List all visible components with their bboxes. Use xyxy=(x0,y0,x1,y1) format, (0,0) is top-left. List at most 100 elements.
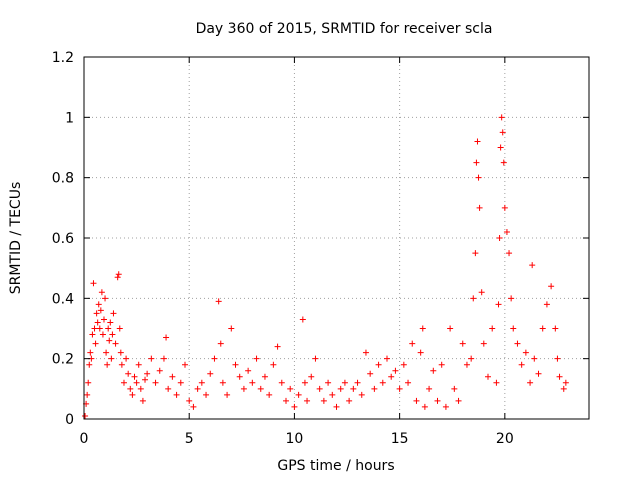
data-point xyxy=(127,385,134,392)
data-point xyxy=(82,412,89,419)
data-point xyxy=(215,298,222,305)
data-point xyxy=(249,379,256,386)
data-point xyxy=(270,361,277,368)
data-point xyxy=(518,361,525,368)
data-point xyxy=(459,340,466,347)
data-point xyxy=(500,159,507,166)
data-point xyxy=(535,370,542,377)
data-point xyxy=(92,340,99,347)
data-point xyxy=(371,385,378,392)
data-point xyxy=(266,391,273,398)
data-point xyxy=(123,355,130,362)
y-tick-label: 0.2 xyxy=(52,352,74,368)
data-point xyxy=(493,379,500,386)
data-point xyxy=(148,355,155,362)
data-point xyxy=(120,379,127,386)
data-point xyxy=(117,349,124,356)
data-point xyxy=(485,373,491,380)
data-point xyxy=(442,403,449,410)
data-point xyxy=(125,370,132,377)
data-point xyxy=(95,301,102,308)
data-point xyxy=(474,138,481,145)
data-point xyxy=(354,379,361,386)
data-point xyxy=(93,310,100,317)
data-point xyxy=(508,295,515,302)
points xyxy=(82,114,569,419)
data-point xyxy=(131,373,138,380)
data-point xyxy=(186,397,193,404)
data-point xyxy=(177,379,184,386)
data-point xyxy=(358,391,365,398)
x-axis-label: GPS time / hours xyxy=(277,458,394,474)
data-point xyxy=(228,325,235,332)
y-tick-label: 1 xyxy=(65,110,74,126)
data-point xyxy=(552,325,559,332)
data-point xyxy=(135,361,142,368)
data-point xyxy=(396,385,403,392)
data-point xyxy=(274,343,281,350)
data-point xyxy=(236,373,243,380)
data-point xyxy=(232,361,239,368)
data-point xyxy=(472,250,479,257)
data-point xyxy=(497,144,504,151)
data-point xyxy=(94,319,101,326)
data-point xyxy=(560,385,567,392)
data-point xyxy=(522,349,529,356)
data-point xyxy=(245,367,252,374)
data-point xyxy=(86,361,93,368)
data-point xyxy=(451,385,458,392)
data-point xyxy=(160,355,167,362)
data-point xyxy=(379,379,386,386)
data-point xyxy=(392,367,399,374)
data-point xyxy=(413,397,420,404)
x-tick-label: 5 xyxy=(185,431,194,447)
data-point xyxy=(409,340,416,347)
data-point xyxy=(100,316,107,323)
y-tick-label: 1.2 xyxy=(52,50,74,66)
data-point xyxy=(475,174,482,181)
data-point xyxy=(554,355,561,362)
y-tick-label: 0 xyxy=(65,412,74,428)
data-point xyxy=(156,367,163,374)
data-point xyxy=(118,361,125,368)
data-point xyxy=(240,385,247,392)
data-point xyxy=(207,370,214,377)
data-point xyxy=(400,361,407,368)
x-tick-label: 15 xyxy=(391,431,409,447)
data-point xyxy=(109,331,116,338)
data-point xyxy=(257,385,264,392)
data-point xyxy=(434,397,441,404)
data-point xyxy=(107,319,114,326)
data-point xyxy=(548,283,555,290)
x-tick-label: 0 xyxy=(80,431,89,447)
data-point xyxy=(219,379,226,386)
data-point xyxy=(87,349,94,356)
data-point xyxy=(329,391,336,398)
data-point xyxy=(144,370,151,377)
data-point xyxy=(304,397,311,404)
data-point xyxy=(85,379,92,386)
data-point xyxy=(455,397,462,404)
data-point xyxy=(388,373,395,380)
data-point xyxy=(105,325,112,332)
data-point xyxy=(137,385,144,392)
data-point xyxy=(316,385,323,392)
data-point xyxy=(139,397,146,404)
x-axis-ticks: 0 5 10 15 20 xyxy=(80,57,514,447)
data-point xyxy=(341,379,348,386)
x-tick-label: 10 xyxy=(286,431,304,447)
data-point xyxy=(114,274,121,281)
data-point xyxy=(84,391,91,398)
data-point xyxy=(97,307,104,314)
data-point xyxy=(278,379,285,386)
data-point xyxy=(217,340,224,347)
data-point xyxy=(291,403,298,410)
data-point xyxy=(476,204,483,211)
data-point xyxy=(253,355,260,362)
data-point xyxy=(503,228,510,235)
data-point xyxy=(421,403,428,410)
data-point xyxy=(473,159,480,166)
data-point xyxy=(384,355,390,362)
grid xyxy=(84,57,589,419)
